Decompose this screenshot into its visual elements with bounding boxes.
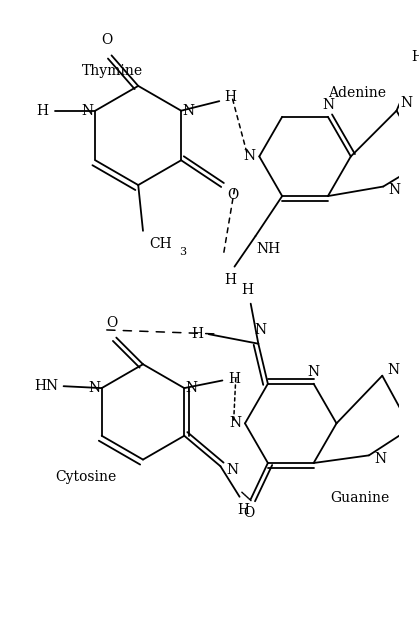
Text: Thymine: Thymine (82, 64, 143, 78)
Text: H: H (191, 327, 203, 341)
Text: NH: NH (257, 242, 281, 257)
Text: H: H (228, 371, 240, 386)
Text: CH: CH (149, 237, 171, 251)
Text: H: H (411, 51, 419, 64)
Text: N: N (308, 365, 320, 379)
Text: N: N (254, 323, 266, 337)
Text: N: N (400, 96, 412, 110)
Text: N: N (244, 149, 256, 164)
Text: N: N (374, 452, 386, 466)
Text: N: N (226, 463, 238, 477)
Text: O: O (101, 33, 112, 47)
Text: N: N (322, 98, 334, 112)
Text: H: H (238, 503, 249, 517)
Text: N: N (88, 381, 100, 395)
Text: HN: HN (34, 379, 59, 393)
Text: H: H (241, 283, 253, 297)
Text: O: O (227, 188, 238, 202)
Text: N: N (388, 363, 400, 377)
Text: N: N (82, 104, 94, 118)
Text: O: O (243, 505, 254, 520)
Text: O: O (106, 317, 117, 330)
Text: N: N (229, 416, 241, 431)
Text: H: H (225, 90, 237, 104)
Text: Cytosine: Cytosine (55, 470, 116, 484)
Text: Guanine: Guanine (331, 491, 390, 505)
Text: H: H (225, 273, 237, 287)
Text: N: N (183, 104, 195, 118)
Text: H: H (36, 104, 48, 118)
Text: Adenine: Adenine (328, 86, 386, 99)
Text: N: N (186, 381, 198, 395)
Text: 3: 3 (179, 247, 186, 257)
Text: N: N (388, 183, 401, 197)
